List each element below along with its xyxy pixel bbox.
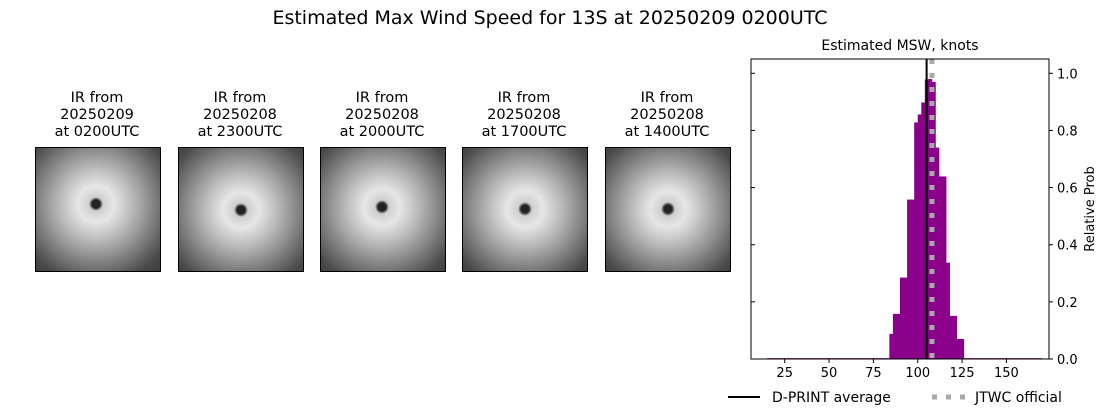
y-tick-label: 0.2 xyxy=(1057,296,1078,311)
x-tick-label: 100 xyxy=(905,366,930,381)
panel-label-line: 20250208 xyxy=(630,107,704,123)
histogram-bar xyxy=(956,339,961,359)
y-tick-label: 1.0 xyxy=(1057,67,1078,82)
panel-label-line: 20250208 xyxy=(487,107,561,123)
histogram-bar xyxy=(960,339,965,359)
legend-jtwc-label: JTWC official xyxy=(974,390,1062,406)
panel-label: IR from 20250208 at 1400UTC xyxy=(597,90,737,141)
panel-label-line: 20250209 xyxy=(60,107,134,123)
panel-label-line: IR from xyxy=(497,90,551,106)
legend-dprint-label: D-PRINT average xyxy=(772,390,891,406)
panel-label-line: 20250208 xyxy=(345,107,419,123)
histogram-bar xyxy=(900,277,904,359)
panel-label-line: at 2000UTC xyxy=(339,124,425,140)
histogram-bar xyxy=(907,199,911,359)
x-tick-label: 50 xyxy=(821,366,838,381)
histogram-bar xyxy=(928,79,933,359)
x-tick-label: 25 xyxy=(776,366,793,381)
x-tick-label: 75 xyxy=(865,366,882,381)
panel-label-line: IR from xyxy=(213,90,267,106)
panel-label: IR from 20250208 at 2300UTC xyxy=(170,90,310,141)
y-axis-label: Relative Prob xyxy=(1083,166,1098,251)
y-tick-label: 0.8 xyxy=(1057,124,1078,139)
chart-title: Estimated MSW, knots xyxy=(821,38,978,54)
histogram-bar xyxy=(946,262,950,359)
x-tick-label: 150 xyxy=(994,366,1019,381)
panel-label-line: at 2300UTC xyxy=(197,124,283,140)
ir-satellite-image xyxy=(35,147,161,272)
ir-satellite-image xyxy=(178,147,304,272)
histogram-bar xyxy=(889,333,894,359)
panel-label-line: at 1400UTC xyxy=(624,124,710,140)
histogram-bar xyxy=(921,102,926,359)
histogram-bar xyxy=(931,81,936,359)
histogram-bar xyxy=(914,122,919,359)
ir-satellite-image xyxy=(462,147,588,272)
histogram-bar xyxy=(910,199,915,359)
panel-label: IR from 20250208 at 2000UTC xyxy=(312,90,452,141)
panel-label-line: IR from xyxy=(640,90,694,106)
y-tick-label: 0.6 xyxy=(1057,182,1078,197)
histogram-bar xyxy=(939,176,943,359)
panel-label: IR from 20250209 at 0200UTC xyxy=(27,90,167,141)
y-tick-label: 0.4 xyxy=(1057,239,1078,254)
panel-label-line: at 1700UTC xyxy=(481,124,567,140)
histogram-bar xyxy=(892,313,897,359)
histogram-bar xyxy=(903,277,908,359)
panel-label: IR from 20250208 at 1700UTC xyxy=(454,90,594,141)
panel-label-line: IR from xyxy=(355,90,409,106)
ir-satellite-image xyxy=(320,147,446,272)
y-tick-label: 0.0 xyxy=(1057,353,1078,368)
histogram-bar xyxy=(953,315,958,359)
histogram-bar xyxy=(896,313,901,359)
histogram-bar xyxy=(935,147,940,359)
histogram-bar xyxy=(917,114,922,359)
panel-label-line: at 0200UTC xyxy=(54,124,140,140)
ir-satellite-image xyxy=(605,147,731,272)
histogram-bar xyxy=(942,176,947,359)
x-tick-label: 125 xyxy=(950,366,975,381)
histogram-bar xyxy=(949,315,954,359)
panel-label-line: 20250208 xyxy=(203,107,277,123)
figure-title: Estimated Max Wind Speed for 13S at 2025… xyxy=(272,7,828,29)
panel-label-line: IR from xyxy=(70,90,124,106)
plot-frame xyxy=(750,58,1050,360)
